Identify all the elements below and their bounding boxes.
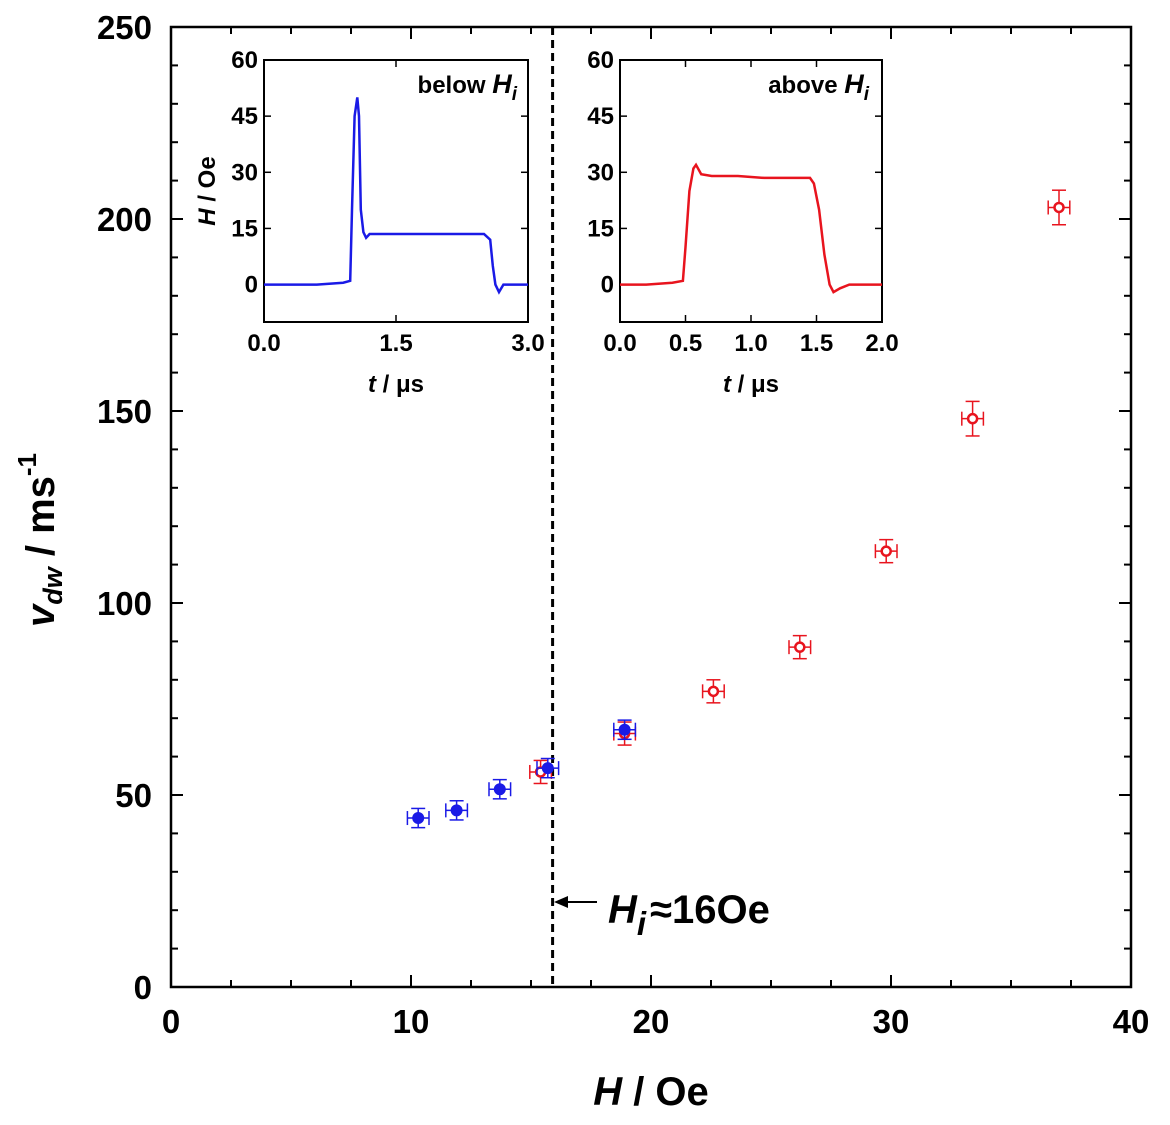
inset-below-x-title: t / μs	[368, 371, 424, 398]
inset-below-trace	[264, 97, 528, 295]
inset-y-tick-label: 0	[245, 272, 258, 299]
data-point	[613, 719, 637, 741]
hi-annotation-label: Hi ≈16Oe	[608, 888, 770, 942]
main-x-axis-title: H / Oe	[593, 1070, 709, 1114]
marker	[493, 783, 506, 796]
inset-y-tick-label: 15	[587, 215, 614, 242]
marker	[966, 412, 979, 425]
inset-x-tick-label: 2.0	[865, 330, 898, 357]
inset-below-frame	[263, 59, 529, 323]
inset-below-hi: 0.0 1.5 3.0 0 15 30 45 60 below Hi t / μs H / O…	[194, 47, 545, 398]
inset-below-axes: 0.0 1.5 3.0 0 15 30 45 60	[231, 47, 544, 357]
marker	[1053, 201, 1065, 214]
marker	[450, 804, 463, 817]
inset-x-tick-label: 0.0	[247, 330, 280, 357]
series-filled-blue	[406, 719, 637, 829]
main-y-tick-label: 250	[97, 9, 152, 46]
marker	[412, 812, 425, 825]
inset-y-tick-label: 30	[231, 159, 258, 186]
inset-x-tick-label: 1.5	[800, 330, 833, 357]
data-point	[536, 757, 560, 779]
inset-above-title: above Hi	[768, 69, 870, 105]
inset-y-tick-label: 15	[231, 215, 258, 242]
marker	[794, 641, 806, 653]
main-y-tick-label: 100	[97, 585, 152, 622]
inset-y-tick-label: 45	[231, 103, 258, 130]
main-y-axis-title: vdw / ms-1	[12, 453, 68, 627]
main-x-axis: 0 10 20 30 40	[162, 27, 1150, 1040]
inset-x-tick-label: 0.5	[669, 330, 702, 357]
data-point	[488, 778, 512, 800]
marker	[541, 762, 554, 775]
inset-below-y-title: H / Oe	[194, 156, 221, 225]
marker	[707, 685, 720, 698]
inset-above-trace	[620, 162, 882, 294]
inset-y-tick-label: 60	[587, 47, 614, 74]
hi-annotation-arrowhead	[554, 896, 568, 908]
main-y-tick-label: 0	[134, 969, 152, 1006]
inset-above-x-title: t / μs	[723, 371, 779, 398]
data-point	[961, 400, 985, 437]
main-x-tick-label: 10	[393, 1003, 430, 1040]
main-y-tick-label: 200	[97, 201, 152, 238]
inset-y-tick-label: 30	[587, 159, 614, 186]
inset-below-title: below Hi	[418, 69, 518, 105]
marker	[880, 545, 892, 557]
data-point	[788, 634, 812, 660]
data-point	[445, 800, 469, 821]
inset-y-tick-label: 0	[601, 272, 614, 299]
data-point	[406, 807, 430, 829]
main-x-tick-label: 40	[1113, 1003, 1150, 1040]
inset-x-tick-label: 3.0	[511, 330, 544, 357]
inset-y-tick-label: 60	[231, 47, 258, 74]
data-point	[874, 538, 898, 564]
main-series	[406, 189, 1071, 829]
inset-x-tick-label: 1.5	[379, 330, 412, 357]
main-y-tick-label: 50	[115, 777, 152, 814]
data-point	[701, 679, 725, 704]
inset-y-tick-label: 45	[587, 103, 614, 130]
main-y-tick-label: 150	[97, 393, 152, 430]
main-x-tick-label: 20	[633, 1003, 670, 1040]
inset-above-hi: 0.0 0.5 1.0 1.5 2.0 0 15 30 45 60 above Hi t / μs	[587, 47, 898, 398]
main-x-tick-label: 0	[162, 1003, 180, 1040]
data-point	[1047, 189, 1071, 226]
hi-annotation: Hi ≈16Oe	[554, 888, 770, 942]
main-x-tick-label: 30	[873, 1003, 910, 1040]
inset-above-axes: 0.0 0.5 1.0 1.5 2.0 0 15 30 45 60	[587, 47, 898, 357]
marker	[618, 723, 631, 736]
inset-x-tick-label: 0.0	[603, 330, 636, 357]
inset-x-tick-label: 1.0	[734, 330, 767, 357]
